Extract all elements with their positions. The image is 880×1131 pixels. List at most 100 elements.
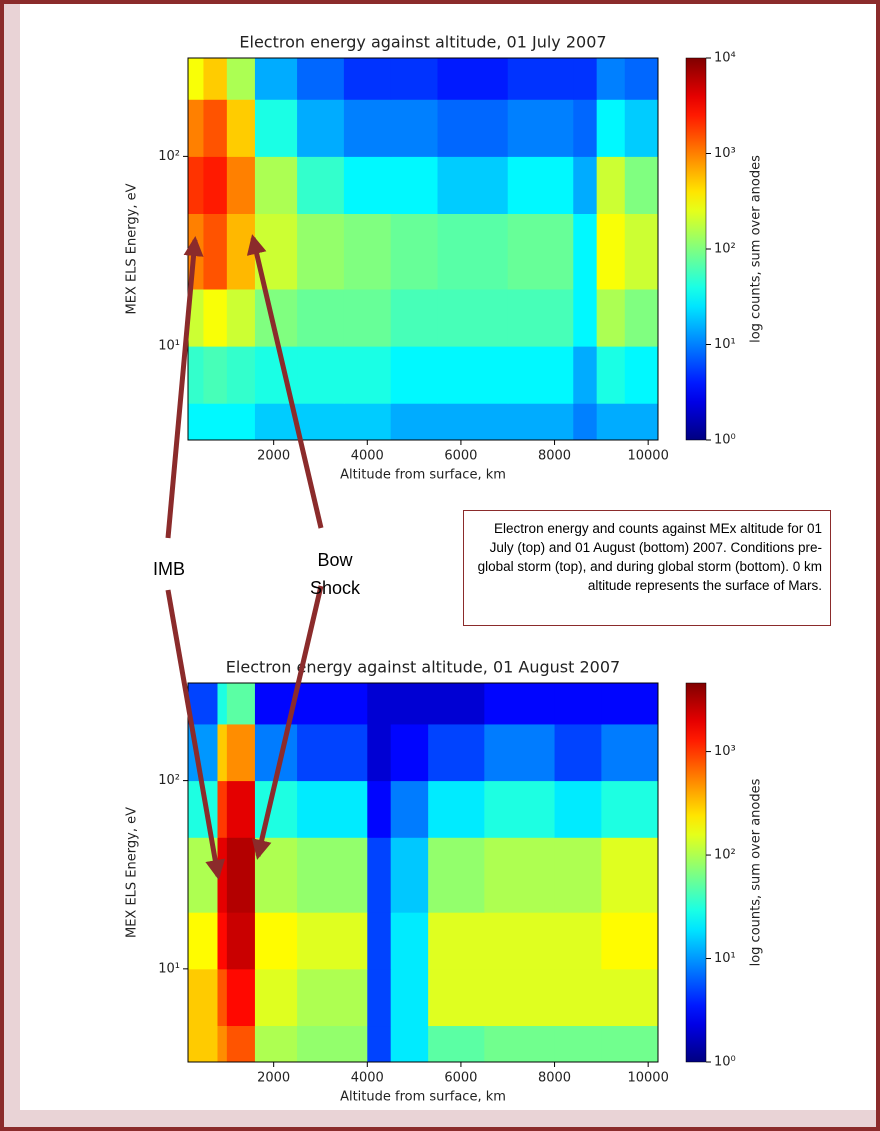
heatmap-cell bbox=[390, 403, 439, 441]
heatmap-cell bbox=[573, 99, 598, 157]
heatmap-cell bbox=[188, 346, 204, 404]
heatmap-cell bbox=[624, 156, 659, 214]
heatmap-cell bbox=[573, 58, 598, 100]
heatmap-cell bbox=[596, 99, 626, 157]
heatmap-cell bbox=[601, 912, 659, 970]
heatmap-cell bbox=[390, 683, 429, 725]
heatmap-cell bbox=[217, 780, 228, 838]
heatmap-cell bbox=[573, 346, 598, 404]
heatmap-cell bbox=[188, 912, 218, 970]
colorbar-tick-label: 10² bbox=[714, 848, 736, 863]
heatmap-cell bbox=[297, 213, 345, 290]
heatmap-cell bbox=[554, 912, 602, 970]
heatmap-cell bbox=[390, 213, 439, 290]
heatmap-cell bbox=[367, 837, 392, 913]
heatmap-cell bbox=[297, 288, 345, 347]
heatmap-cell bbox=[254, 780, 298, 838]
heatmap-cell bbox=[297, 346, 345, 404]
chart-title: Electron energy against altitude, 01 Aug… bbox=[226, 658, 620, 677]
heatmap-cell bbox=[188, 99, 204, 157]
heatmap-cell bbox=[573, 156, 598, 214]
heatmap-cell bbox=[254, 912, 298, 970]
heatmap-cell bbox=[390, 288, 439, 347]
heatmap-cell bbox=[367, 683, 392, 725]
colorbar-tick-label: 10³ bbox=[714, 744, 736, 759]
heatmap-cell bbox=[226, 346, 256, 404]
x-tick-label: 4000 bbox=[351, 449, 384, 464]
heatmap-cell bbox=[297, 403, 345, 441]
heatmap-cell bbox=[226, 723, 256, 782]
heatmap-cell bbox=[390, 346, 439, 404]
heatmap-cell bbox=[507, 346, 574, 404]
heatmap-cell bbox=[507, 288, 574, 347]
x-tick-label: 6000 bbox=[444, 1071, 477, 1086]
heatmap-cell bbox=[507, 58, 574, 100]
x-axis-label: Altitude from surface, km bbox=[340, 468, 506, 483]
heatmap-cell bbox=[428, 837, 485, 913]
heatmap-cell bbox=[596, 346, 626, 404]
heatmap-cell bbox=[596, 156, 626, 214]
heatmap-cell bbox=[428, 780, 485, 838]
heatmap-cell bbox=[367, 723, 392, 782]
heatmap-cell bbox=[188, 288, 204, 347]
x-tick-label: 10000 bbox=[627, 449, 668, 464]
heatmap-cell bbox=[367, 968, 392, 1027]
heatmap-cell bbox=[188, 156, 204, 214]
x-tick-label: 6000 bbox=[444, 449, 477, 464]
heatmap-cell bbox=[226, 968, 256, 1027]
heatmap-cell bbox=[428, 723, 485, 782]
heatmap-cell bbox=[484, 723, 556, 782]
arrow bbox=[251, 585, 324, 860]
heatmap-cell bbox=[226, 156, 256, 214]
heatmap-cell bbox=[573, 288, 598, 347]
heatmap-cell bbox=[390, 156, 439, 214]
colorbar bbox=[685, 682, 707, 1063]
arrow bbox=[246, 234, 324, 529]
heatmap-cell bbox=[484, 912, 556, 970]
colorbar-label: log counts, sum over anodes bbox=[749, 155, 764, 343]
heatmap-cell bbox=[203, 288, 228, 347]
heatmap-cell bbox=[624, 213, 659, 290]
x-axis-label: Altitude from surface, km bbox=[340, 1090, 506, 1105]
heatmap-cell bbox=[188, 1025, 218, 1063]
heatmap-cell bbox=[254, 403, 298, 441]
heatmap-cell bbox=[217, 683, 228, 725]
heatmap-cell bbox=[507, 156, 574, 214]
heatmap-cell bbox=[484, 837, 556, 913]
heatmap-cell bbox=[554, 1025, 602, 1063]
heatmap-cell bbox=[343, 156, 392, 214]
heatmap-cell bbox=[428, 968, 485, 1027]
heatmap-cell bbox=[596, 288, 626, 347]
heatmap-cell bbox=[390, 1025, 429, 1063]
heatmap-cell bbox=[596, 403, 626, 441]
x-tick-label: 2000 bbox=[257, 1071, 290, 1086]
heatmap-cell bbox=[484, 683, 556, 725]
heatmap-cell bbox=[226, 213, 256, 290]
heatmap-cell bbox=[297, 837, 368, 913]
heatmap-cell bbox=[428, 1025, 485, 1063]
colorbar-tick-label: 10⁴ bbox=[714, 51, 736, 66]
x-tick-label: 2000 bbox=[257, 449, 290, 464]
heatmap-cell bbox=[437, 403, 509, 441]
heatmap-cell bbox=[188, 968, 218, 1027]
heatmap-cell bbox=[507, 213, 574, 290]
heatmap-cell bbox=[226, 1025, 256, 1063]
heatmap-cell bbox=[297, 780, 368, 838]
x-tick-label: 8000 bbox=[538, 449, 571, 464]
heatmap-cell bbox=[188, 58, 204, 100]
heatmap-cell bbox=[297, 723, 368, 782]
colorbar-tick-label: 10³ bbox=[714, 146, 736, 161]
heatmap-cell bbox=[203, 156, 228, 214]
heatmap-cell bbox=[226, 288, 256, 347]
heatmap-cell bbox=[343, 403, 392, 441]
heatmap-cell bbox=[226, 58, 256, 100]
x-tick-label: 10000 bbox=[627, 1071, 668, 1086]
colorbar-tick-label: 10¹ bbox=[714, 951, 736, 966]
heatmap-cell bbox=[254, 156, 298, 214]
heatmap-cell bbox=[226, 780, 256, 838]
figure: Electron energy against altitude, 01 Jul… bbox=[125, 33, 764, 1105]
bow-shock-label: Bow Shock bbox=[309, 550, 361, 598]
heatmap-cell bbox=[297, 1025, 368, 1063]
heatmap-cell bbox=[390, 912, 429, 970]
heatmap-cell bbox=[254, 99, 298, 157]
